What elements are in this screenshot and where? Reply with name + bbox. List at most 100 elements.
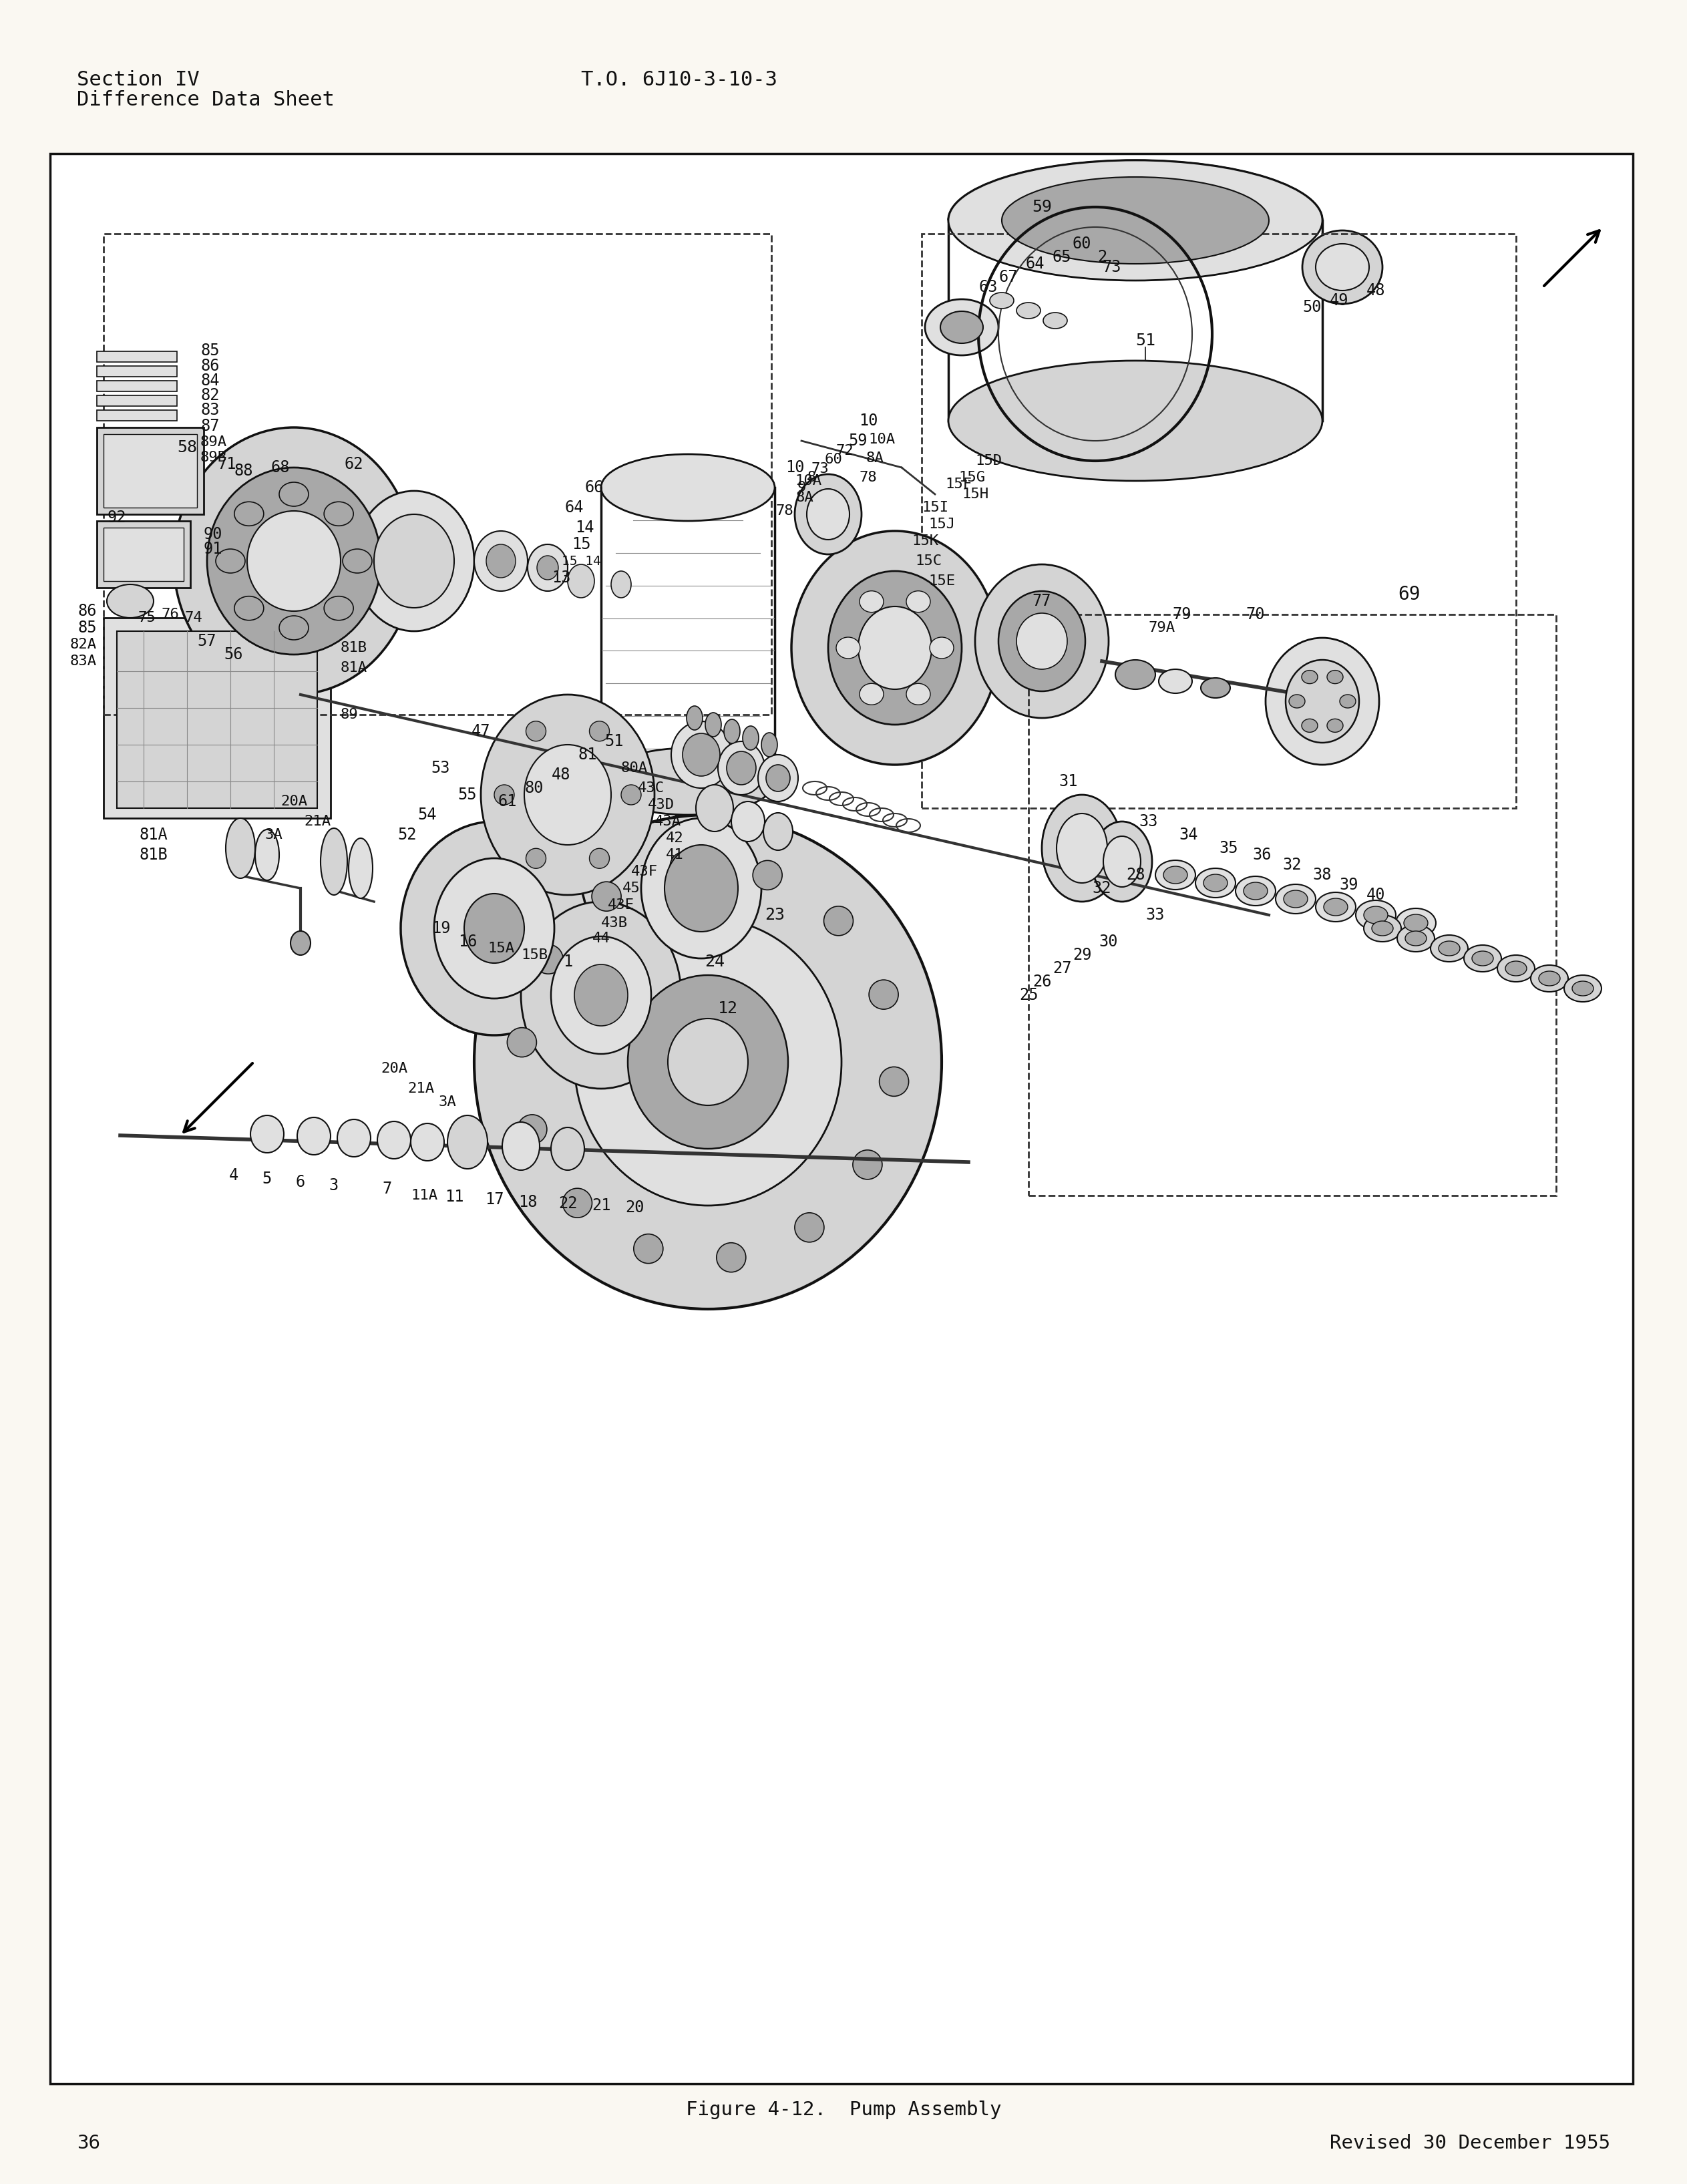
Text: 58: 58 bbox=[177, 439, 197, 456]
Ellipse shape bbox=[518, 1114, 547, 1144]
Ellipse shape bbox=[574, 917, 842, 1206]
Ellipse shape bbox=[860, 684, 884, 705]
Ellipse shape bbox=[1339, 695, 1356, 708]
Text: 15J: 15J bbox=[928, 518, 955, 531]
Ellipse shape bbox=[592, 882, 621, 911]
Text: 60: 60 bbox=[825, 452, 842, 465]
Ellipse shape bbox=[574, 965, 628, 1026]
Ellipse shape bbox=[290, 930, 310, 954]
Text: 78: 78 bbox=[776, 505, 793, 518]
Text: 56: 56 bbox=[224, 646, 243, 662]
Bar bbox=[921, 234, 1517, 808]
Ellipse shape bbox=[1159, 668, 1193, 692]
Ellipse shape bbox=[1196, 869, 1235, 898]
Ellipse shape bbox=[569, 563, 594, 598]
Text: 76: 76 bbox=[162, 607, 179, 620]
Ellipse shape bbox=[671, 721, 730, 788]
Bar bbox=[96, 411, 177, 422]
Ellipse shape bbox=[234, 596, 263, 620]
Text: 43D: 43D bbox=[648, 797, 675, 812]
Ellipse shape bbox=[730, 802, 764, 841]
Ellipse shape bbox=[1056, 812, 1107, 882]
Ellipse shape bbox=[1363, 915, 1402, 941]
Ellipse shape bbox=[742, 725, 759, 749]
Ellipse shape bbox=[1201, 677, 1230, 699]
Text: 10: 10 bbox=[784, 459, 805, 476]
Text: 48: 48 bbox=[1366, 282, 1385, 299]
Ellipse shape bbox=[1530, 965, 1569, 992]
Ellipse shape bbox=[1328, 719, 1343, 732]
Text: 66: 66 bbox=[585, 480, 604, 496]
Text: 32: 32 bbox=[1093, 880, 1112, 895]
Text: 8A: 8A bbox=[865, 452, 884, 465]
Text: 33: 33 bbox=[1139, 812, 1159, 830]
Text: 61: 61 bbox=[498, 793, 518, 810]
Ellipse shape bbox=[641, 819, 761, 959]
Text: 15B: 15B bbox=[521, 948, 548, 961]
Text: Section IV: Section IV bbox=[78, 70, 199, 90]
Text: Difference Data Sheet: Difference Data Sheet bbox=[78, 90, 334, 109]
Ellipse shape bbox=[975, 563, 1108, 719]
Text: 3: 3 bbox=[329, 1177, 339, 1192]
Text: 70: 70 bbox=[1247, 607, 1265, 622]
Ellipse shape bbox=[791, 531, 999, 764]
Text: 4: 4 bbox=[229, 1168, 238, 1184]
Bar bbox=[103, 618, 331, 819]
Text: 71: 71 bbox=[218, 456, 236, 472]
Text: 21: 21 bbox=[592, 1197, 611, 1214]
Text: 43C: 43C bbox=[638, 782, 665, 795]
Text: 17: 17 bbox=[484, 1192, 504, 1208]
Ellipse shape bbox=[906, 592, 930, 612]
Text: 20A: 20A bbox=[280, 795, 307, 808]
Ellipse shape bbox=[1404, 915, 1427, 933]
Text: 67: 67 bbox=[999, 269, 1017, 286]
Text: 23: 23 bbox=[764, 906, 784, 924]
Text: 30: 30 bbox=[1100, 935, 1118, 950]
Ellipse shape bbox=[806, 489, 850, 539]
Text: 59: 59 bbox=[1032, 199, 1053, 214]
Text: 2: 2 bbox=[1097, 249, 1107, 264]
Ellipse shape bbox=[1203, 874, 1228, 891]
Ellipse shape bbox=[1289, 695, 1306, 708]
Ellipse shape bbox=[525, 745, 611, 845]
Bar bbox=[51, 153, 1633, 2084]
Text: 45: 45 bbox=[623, 882, 639, 895]
Text: 44: 44 bbox=[592, 933, 611, 946]
Text: 65: 65 bbox=[1053, 249, 1071, 264]
Text: 89: 89 bbox=[341, 708, 358, 721]
Ellipse shape bbox=[719, 740, 764, 795]
Ellipse shape bbox=[761, 732, 778, 756]
Bar bbox=[103, 234, 771, 714]
Ellipse shape bbox=[494, 784, 515, 806]
Ellipse shape bbox=[823, 906, 854, 935]
Text: Figure 4-12.  Pump Assembly: Figure 4-12. Pump Assembly bbox=[685, 2101, 1002, 2118]
Text: 79: 79 bbox=[1172, 607, 1191, 622]
Bar bbox=[96, 395, 177, 406]
Bar bbox=[96, 380, 177, 391]
Text: 89A: 89A bbox=[201, 435, 228, 450]
Ellipse shape bbox=[106, 585, 154, 618]
Text: 40: 40 bbox=[1366, 887, 1385, 902]
Ellipse shape bbox=[1284, 891, 1307, 909]
Text: 83A: 83A bbox=[71, 655, 96, 668]
Text: 13: 13 bbox=[552, 570, 570, 585]
Ellipse shape bbox=[1103, 836, 1140, 887]
Ellipse shape bbox=[342, 548, 373, 572]
Ellipse shape bbox=[906, 684, 930, 705]
Text: 7: 7 bbox=[383, 1182, 391, 1197]
Text: 79A: 79A bbox=[1149, 620, 1176, 636]
Text: 15I: 15I bbox=[921, 500, 948, 513]
Text: 25: 25 bbox=[1019, 987, 1038, 1002]
Ellipse shape bbox=[250, 1116, 283, 1153]
Text: 6: 6 bbox=[295, 1175, 305, 1190]
Text: 87: 87 bbox=[201, 417, 219, 435]
Text: 91: 91 bbox=[204, 542, 223, 557]
Ellipse shape bbox=[337, 1120, 371, 1158]
Text: 88: 88 bbox=[234, 463, 253, 478]
Ellipse shape bbox=[410, 1123, 444, 1160]
Text: 43B: 43B bbox=[601, 917, 628, 930]
Text: 51: 51 bbox=[1135, 332, 1156, 349]
Ellipse shape bbox=[1043, 312, 1068, 328]
Text: 72: 72 bbox=[835, 443, 854, 456]
Text: 81B: 81B bbox=[341, 642, 368, 655]
